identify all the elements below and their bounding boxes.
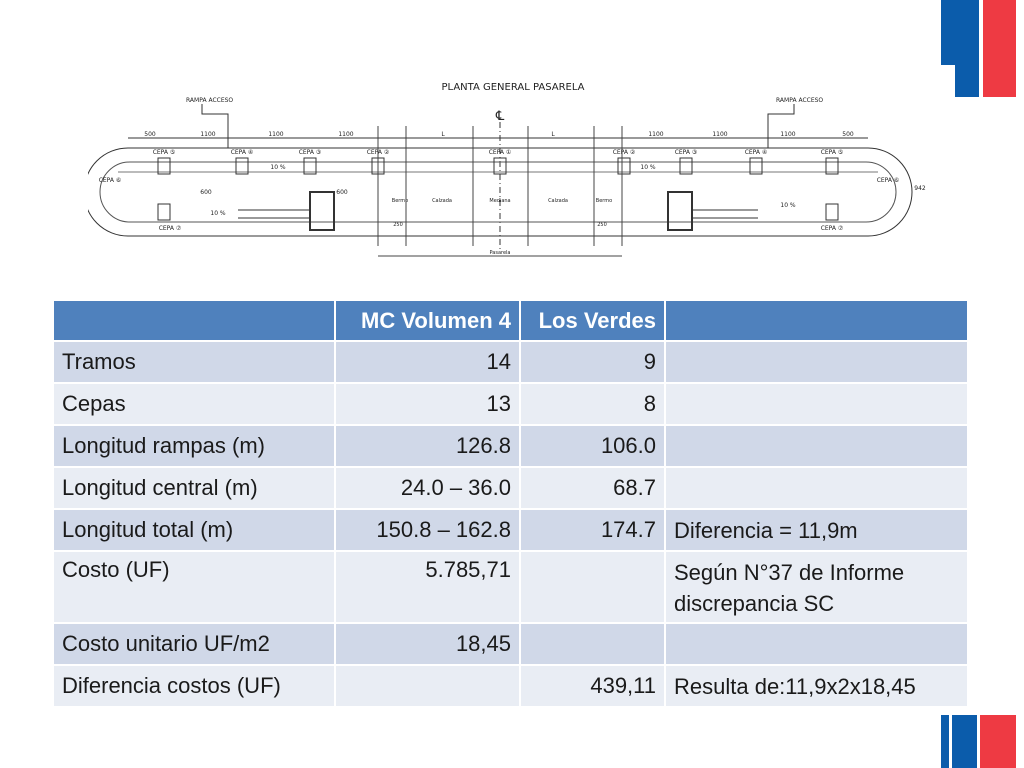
dim-250-left: 250 [393, 222, 403, 228]
cepa-label-left-4: CEPA ④ [231, 149, 254, 156]
table-row: Diferencia costos (UF) 439,11 Resulta de… [52, 664, 969, 708]
table-row: Longitud rampas (m) 126.8 106.0 [52, 424, 969, 468]
dim-942-right: 942 [914, 185, 926, 192]
row-mc-value: 5.785,71 [334, 550, 521, 624]
rampa-label-left: RAMPA ACCESO [186, 97, 233, 104]
drawing-title: PLANTA GENERAL PASARELA [441, 82, 584, 93]
row-label: Costo unitario UF/m2 [52, 622, 336, 666]
row-note [664, 424, 969, 468]
row-label: Costo (UF) [52, 550, 336, 624]
dim-top-4: 1100 [338, 131, 353, 138]
table-header-row: MC Volumen 4 Los Verdes [52, 299, 969, 342]
row-mc-value: 14 [334, 340, 521, 384]
row-note [664, 466, 969, 510]
row-lv-value: 174.7 [519, 508, 666, 552]
slope-label-top-left: 10 % [270, 164, 286, 171]
cepa-label-right-5: CEPA ⑤ [821, 149, 844, 156]
row-note: Diferencia = 11,9m [664, 508, 969, 552]
cepa-label-left-7: CEPA ⑦ [159, 225, 182, 232]
brand-logo-bottom [941, 715, 1016, 768]
dim-250-right: 250 [597, 222, 607, 228]
centerline-symbol: ℄ [495, 109, 505, 124]
row-lv-value: 68.7 [519, 466, 666, 510]
dim-600-center: 600 [336, 189, 348, 196]
row-label: Longitud rampas (m) [52, 424, 336, 468]
row-mc-value: 24.0 – 36.0 [334, 466, 521, 510]
cepa-label-left-3: CEPA ③ [299, 149, 322, 156]
cepa-label-right-4: CEPA ④ [745, 149, 768, 156]
row-mc-value [334, 664, 521, 708]
header-los-verdes: Los Verdes [519, 299, 666, 342]
pasarela-label: Pasarela [490, 250, 511, 256]
bridge-plan-drawing: PLANTA GENERAL PASARELA ℄ RAMPA ACCESO R… [88, 82, 926, 257]
cepa-label-right-3: CEPA ③ [675, 149, 698, 156]
dim-top-7: 1100 [648, 131, 663, 138]
dim-600-left: 600 [200, 189, 212, 196]
slope-label-top-right: 10 % [640, 164, 656, 171]
cepa-label-right-6: CEPA ⑥ [877, 177, 900, 184]
cepa-label-center-1: CEPA ① [489, 149, 512, 156]
row-lv-value [519, 622, 666, 666]
dim-top-1: 500 [144, 131, 156, 138]
dim-top-5: L [441, 131, 445, 138]
table-row: Longitud central (m) 24.0 – 36.0 68.7 [52, 466, 969, 510]
table-row: Longitud total (m) 150.8 – 162.8 174.7 D… [52, 508, 969, 552]
row-label: Longitud total (m) [52, 508, 336, 552]
row-mc-value: 126.8 [334, 424, 521, 468]
row-lv-value [519, 550, 666, 624]
cepa-label-left-6: CEPA ⑥ [99, 177, 122, 184]
dim-top-6: L [551, 131, 555, 138]
row-label: Cepas [52, 382, 336, 426]
row-note: Resulta de:11,9x2x18,45 [664, 664, 969, 708]
row-lv-value: 106.0 [519, 424, 666, 468]
row-note [664, 382, 969, 426]
row-mc-value: 18,45 [334, 622, 521, 666]
road-label-2: Calzada [432, 198, 452, 204]
row-note [664, 340, 969, 384]
table-row: Cepas 13 8 [52, 382, 969, 426]
row-label: Diferencia costos (UF) [52, 664, 336, 708]
row-note: Según N°37 de Informe discrepancia SC [664, 550, 969, 624]
row-mc-value: 150.8 – 162.8 [334, 508, 521, 552]
table-row: Costo (UF) 5.785,71 Según N°37 de Inform… [52, 550, 969, 624]
slope-label-bottom-left: 10 % [210, 210, 226, 217]
dim-top-10: 500 [842, 131, 854, 138]
slope-label-bottom-right: 10 % [780, 202, 796, 209]
rampa-label-right: RAMPA ACCESO [776, 97, 823, 104]
row-label: Tramos [52, 340, 336, 384]
row-mc-value: 13 [334, 382, 521, 426]
row-lv-value: 8 [519, 382, 666, 426]
dim-top-8: 1100 [712, 131, 727, 138]
row-label: Longitud central (m) [52, 466, 336, 510]
cepa-label-left-5: CEPA ⑤ [153, 149, 176, 156]
row-lv-value: 439,11 [519, 664, 666, 708]
cepa-label-right-7: CEPA ⑦ [821, 225, 844, 232]
road-label-1: Bermo [392, 198, 408, 204]
dim-top-9: 1100 [780, 131, 795, 138]
header-empty-1 [52, 299, 336, 342]
header-empty-4 [664, 299, 969, 342]
table-row: Costo unitario UF/m2 18,45 [52, 622, 969, 666]
table-row: Tramos 14 9 [52, 340, 969, 384]
brand-logo-top [941, 0, 1016, 97]
dim-top-2: 1100 [200, 131, 215, 138]
header-mc-volumen-4: MC Volumen 4 [334, 299, 521, 342]
row-note [664, 622, 969, 666]
dim-top-3: 1100 [268, 131, 283, 138]
road-label-4: Calzada [548, 198, 568, 204]
road-label-3: Mediana [489, 198, 510, 204]
row-lv-value: 9 [519, 340, 666, 384]
comparison-table: MC Volumen 4 Los Verdes Tramos 14 9 Cepa… [52, 299, 969, 708]
road-label-5: Bermo [596, 198, 612, 204]
cepa-label-right-2: CEPA ② [613, 149, 636, 156]
